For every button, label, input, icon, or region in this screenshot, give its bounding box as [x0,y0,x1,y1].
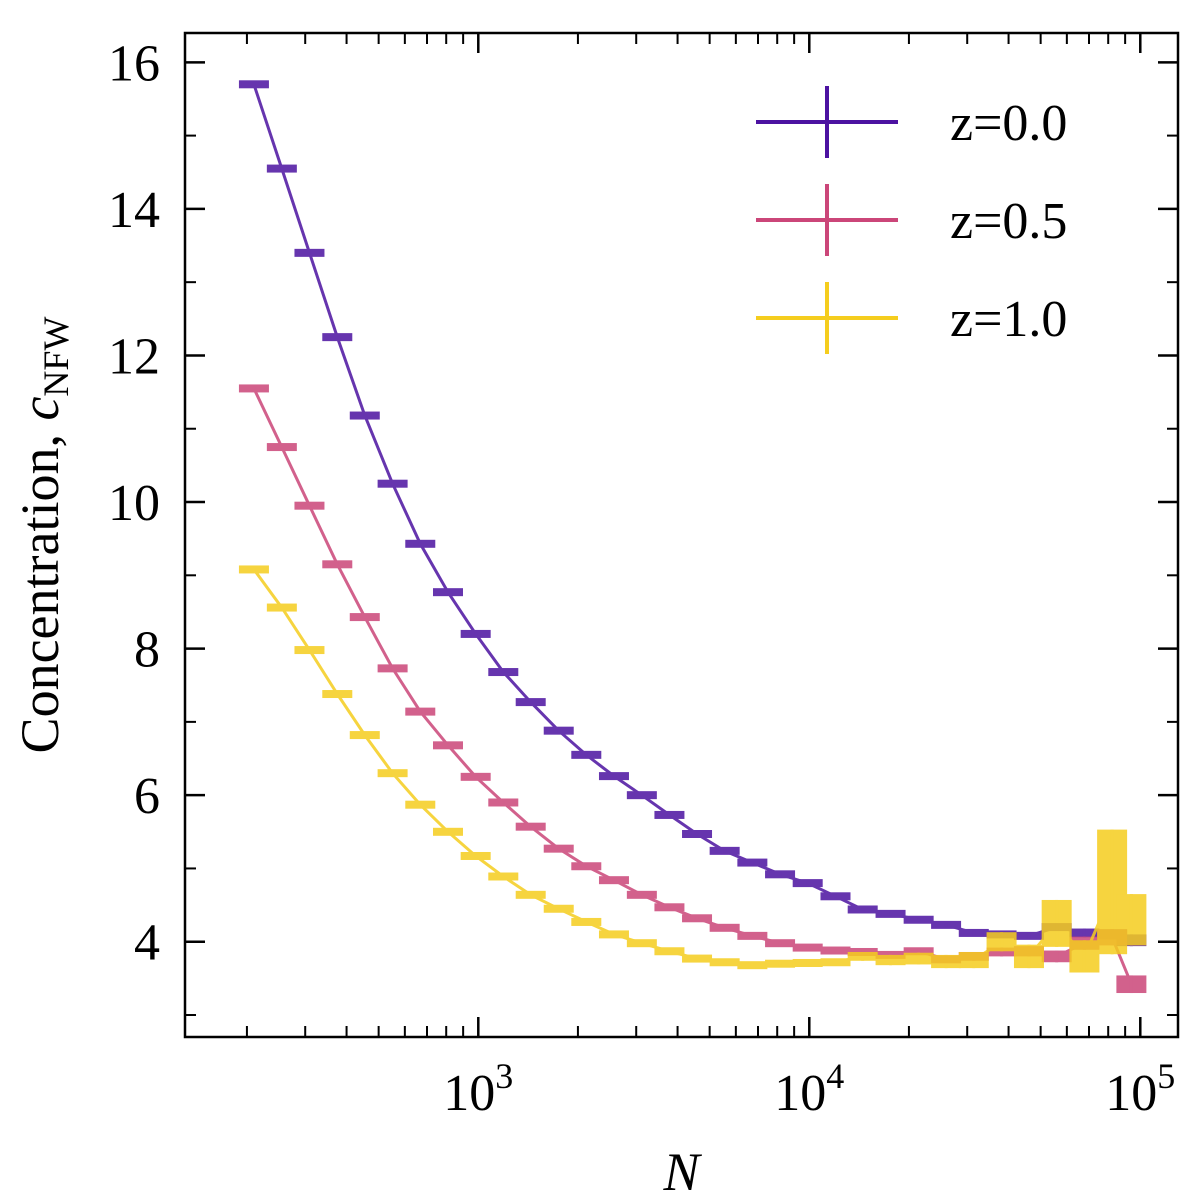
y-tick-label: 10 [108,475,160,532]
legend-label: z=0.0 [950,95,1067,152]
x-tick-label-base: 10 [1105,1065,1157,1122]
legend-label: z=1.0 [950,291,1067,348]
y-tick-label: 4 [134,915,160,972]
x-axis-title: N [662,1142,702,1202]
axis-ticks [185,33,1178,1037]
series-z=0.5 [238,384,1147,994]
y-tick-label: 16 [108,35,160,92]
x-tick-label: 104 [774,1056,844,1122]
y-tick-label: 6 [134,768,160,825]
y-tick-label: 12 [108,328,160,385]
legend-entry: z=0.0 [756,86,1067,158]
series-z=1.0 [238,565,1147,973]
x-tick-label-exp: 3 [495,1056,513,1096]
x-tick-label-exp: 4 [826,1056,844,1096]
x-tick-label: 103 [443,1056,513,1122]
y-axis-title-symbol: c [10,397,70,421]
series-layer [238,80,1147,994]
legend-label: z=0.5 [950,193,1067,250]
legend-entry: z=0.5 [756,184,1067,256]
x-tick-label-exp: 5 [1157,1056,1175,1096]
y-tick-label: 14 [108,182,160,239]
x-tick-label-base: 10 [443,1065,495,1122]
legend-entry: z=1.0 [756,282,1067,354]
y-axis-title: Concentration, cNFW [10,317,76,754]
x-tick-label-base: 10 [774,1065,826,1122]
series-line [252,387,1133,985]
legend: z=0.0 z=0.5 z=1.0 [756,86,1067,354]
series-line [252,568,1133,967]
y-axis-title-subscript: NFW [36,317,76,397]
y-tick-label: 8 [134,622,160,679]
plot-frame [183,31,1180,1039]
x-tick-label: 105 [1105,1056,1175,1122]
y-axis-title-text: Concentration, [10,421,70,754]
